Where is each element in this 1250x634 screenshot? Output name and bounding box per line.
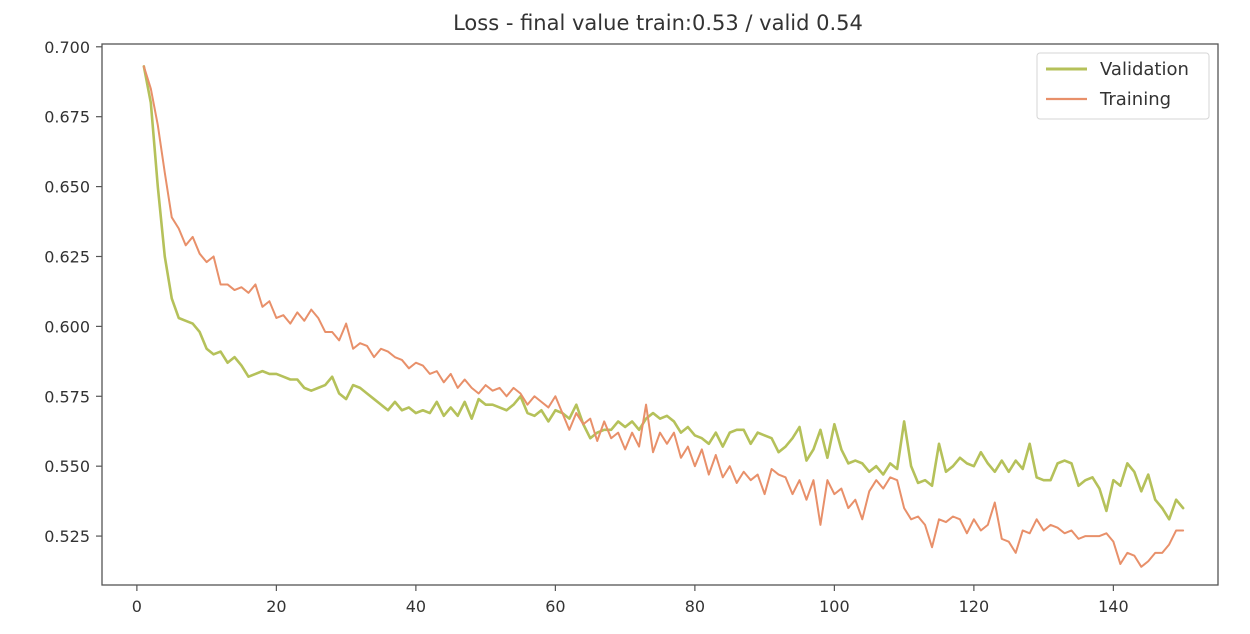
legend-label-validation: Validation: [1100, 59, 1189, 80]
y-tick-label: 0.600: [44, 317, 90, 336]
y-tick-label: 0.575: [44, 387, 90, 406]
x-tick-label: 0: [132, 597, 142, 616]
x-tick-label: 140: [1098, 597, 1129, 616]
series-line-training: [142, 65, 1185, 568]
y-tick-label: 0.650: [44, 178, 90, 197]
y-tick-label: 0.550: [44, 457, 90, 476]
x-tick-label: 80: [685, 597, 705, 616]
y-tick-label: 0.675: [44, 108, 90, 127]
x-tick-label: 40: [406, 597, 426, 616]
y-tick-label: 0.625: [44, 247, 90, 266]
x-tick-label: 20: [266, 597, 286, 616]
legend: Validation Training: [1036, 52, 1210, 120]
series-layer: [142, 65, 1185, 568]
x-tick-label: 60: [545, 597, 565, 616]
x-axis: 0 20 40 60 80 100 120 140: [132, 585, 1129, 616]
plot-frame: [101, 43, 1219, 586]
y-axis: 0.525 0.550 0.575 0.600 0.625 0.650 0.675 0.700: [44, 38, 102, 546]
legend-label-training: Training: [1099, 89, 1171, 110]
y-tick-label: 0.700: [44, 38, 90, 57]
x-tick-label: 100: [819, 597, 850, 616]
x-tick-label: 120: [959, 597, 990, 616]
series-line-validation: [142, 65, 1185, 521]
chart-title: Loss - final value train:0.53 / valid 0.…: [453, 11, 863, 35]
y-tick-label: 0.525: [44, 527, 90, 546]
